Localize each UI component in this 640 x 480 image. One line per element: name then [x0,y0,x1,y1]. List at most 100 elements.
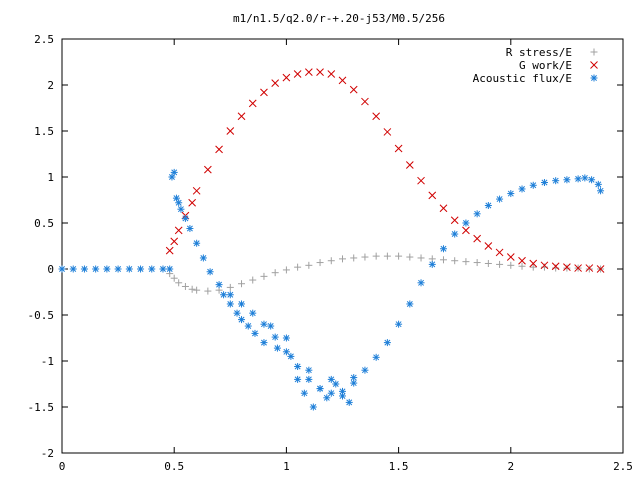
data-point [327,389,335,397]
data-point [462,258,470,266]
data-point [597,187,605,195]
data-point [237,112,246,121]
plot-frame [61,38,624,454]
data-point [170,237,179,246]
data-point [226,127,235,135]
data-point [428,260,436,268]
data-point [271,333,279,341]
data-point [226,300,234,308]
data-point [473,259,481,267]
data-point [507,261,515,269]
data-point [294,363,302,371]
series-1 [165,68,605,273]
data-point [581,174,589,182]
data-point [58,265,66,273]
data-point [529,181,537,189]
data-point [226,291,234,299]
legend-label: R stress/E [506,46,572,59]
data-point [462,219,470,227]
data-point [226,283,234,291]
x-tick-label: 0.5 [164,460,184,473]
data-point [361,97,369,106]
data-point [439,256,447,264]
y-tick-label: 1 [47,171,54,184]
data-point [175,199,183,207]
data-point [305,366,313,374]
series-2 [58,168,605,411]
data-point [300,389,308,397]
data-point [395,252,403,260]
data-point [244,322,252,330]
y-tick-label: -0.5 [28,309,55,322]
data-point [193,239,201,247]
data-point [563,176,571,184]
y-tick-label: -1.5 [28,401,55,414]
data-point [267,322,275,330]
data-point [462,226,470,235]
data-point [293,70,302,78]
data-point [350,379,358,387]
data-point [114,265,122,273]
legend-label: Acoustic flux/E [473,72,572,85]
data-point [188,198,197,207]
data-point [316,259,324,267]
data-point [220,291,228,299]
data-point [406,300,414,308]
x-tick-label: 2.5 [613,460,633,473]
data-point [165,246,174,255]
data-point [260,88,268,97]
data-point [428,191,437,200]
x-tick-label: 0 [59,460,66,473]
data-point [594,180,602,188]
legend-marker [590,74,598,82]
data-point [215,145,223,154]
data-point [327,70,336,78]
data-point [540,261,549,270]
data-point [316,68,324,76]
data-point [188,285,196,293]
data-point [181,282,189,290]
data-point [473,210,481,218]
legend-marker [590,48,598,56]
data-point [405,161,414,169]
data-point [304,68,313,76]
data-point [248,99,257,108]
data-point [186,225,194,233]
y-tick-label: 0.5 [34,217,54,230]
data-point [309,403,317,411]
data-point [552,177,560,185]
data-point [260,272,268,280]
data-point [282,73,291,82]
data-point [174,226,183,235]
data-point [305,261,313,269]
data-point [305,375,313,383]
data-point [372,112,381,121]
data-point [518,256,526,265]
data-point [273,344,281,352]
data-point [125,265,133,273]
data-point [316,385,324,393]
data-point [215,281,223,289]
data-point [484,202,492,210]
data-point [206,268,214,276]
data-point [327,257,335,265]
data-point [282,266,290,274]
data-point [473,234,481,243]
data-point [294,263,302,271]
data-point [249,276,257,284]
data-point [238,280,246,288]
data-point [181,214,189,222]
data-marks [58,68,605,411]
data-point [170,168,178,176]
data-point [350,374,358,382]
y-tick-label: -2 [41,447,54,460]
data-point [282,348,290,356]
data-point [394,144,403,153]
data-point [507,190,515,198]
data-point [563,263,571,272]
data-point [574,175,582,183]
data-point [395,320,403,328]
y-tick-label: -1 [41,355,54,368]
data-point [69,265,77,273]
